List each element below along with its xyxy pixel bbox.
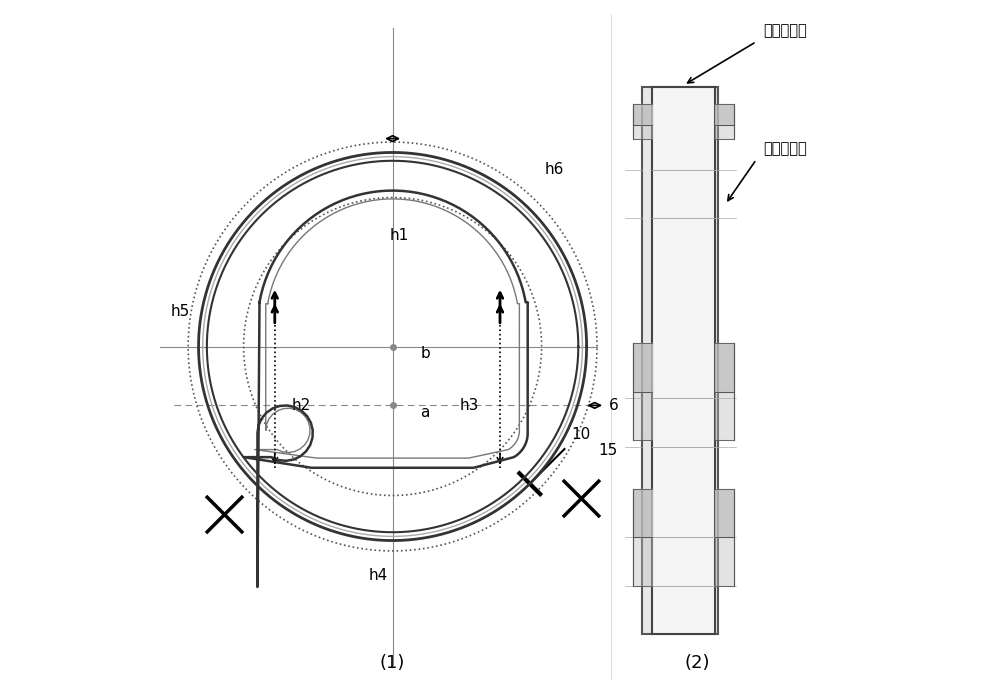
- Text: h1: h1: [390, 227, 409, 243]
- Text: h2: h2: [292, 398, 311, 413]
- Text: 6: 6: [609, 398, 618, 413]
- Text: 15: 15: [598, 443, 617, 458]
- Text: 10: 10: [571, 427, 591, 442]
- FancyBboxPatch shape: [642, 87, 718, 634]
- FancyBboxPatch shape: [652, 87, 715, 634]
- Text: h5: h5: [171, 304, 190, 319]
- Text: 与铸件装配: 与铸件装配: [763, 141, 807, 156]
- Polygon shape: [715, 537, 734, 586]
- Polygon shape: [715, 104, 734, 125]
- Polygon shape: [633, 104, 652, 125]
- Text: (2): (2): [685, 654, 710, 672]
- Polygon shape: [715, 489, 734, 537]
- Text: a: a: [420, 405, 430, 420]
- Polygon shape: [715, 392, 734, 440]
- Text: (1): (1): [380, 654, 405, 672]
- Text: 与蒙皮装配: 与蒙皮装配: [763, 23, 807, 38]
- Text: h4: h4: [369, 568, 388, 584]
- Text: h3: h3: [460, 398, 479, 413]
- Polygon shape: [715, 343, 734, 392]
- Polygon shape: [715, 125, 734, 139]
- Polygon shape: [633, 343, 652, 392]
- Polygon shape: [633, 392, 652, 440]
- Polygon shape: [633, 537, 652, 586]
- Text: b: b: [420, 346, 430, 361]
- Polygon shape: [633, 125, 652, 139]
- Text: h6: h6: [545, 162, 564, 177]
- Polygon shape: [633, 489, 652, 537]
